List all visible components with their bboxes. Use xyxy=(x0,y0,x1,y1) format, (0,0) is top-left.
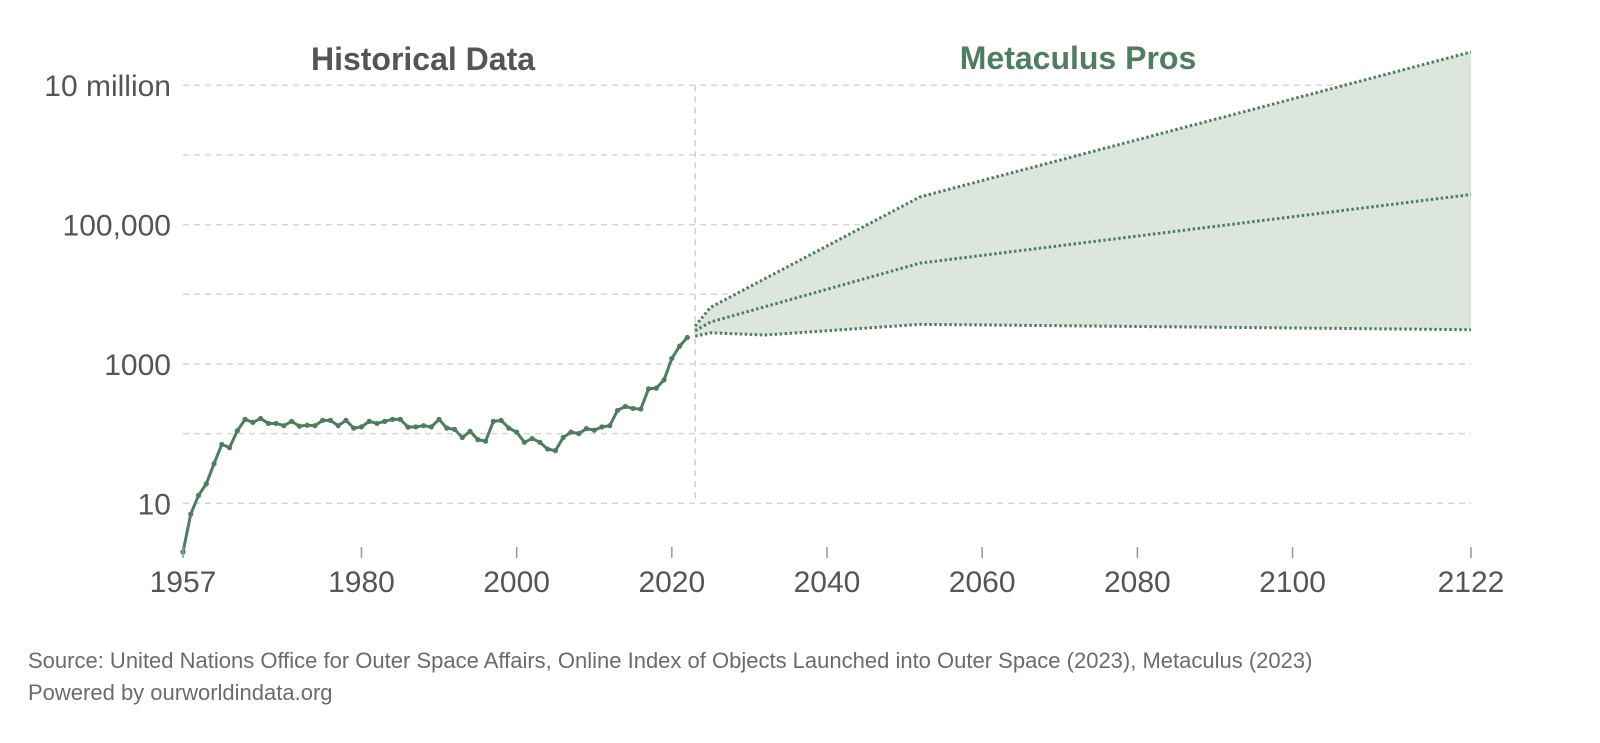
historical-point xyxy=(358,424,365,430)
historical-point xyxy=(638,406,644,412)
x-tick-label: 2122 xyxy=(1438,566,1505,599)
historical-point xyxy=(219,441,225,448)
historical-point xyxy=(483,438,489,444)
x-tick-label: 2000 xyxy=(483,566,550,599)
historical-point xyxy=(257,415,264,422)
historical-point xyxy=(529,435,535,442)
historical-point xyxy=(281,423,287,429)
historical-point xyxy=(583,426,590,432)
historical-point xyxy=(327,417,334,423)
historical-point xyxy=(382,418,388,424)
x-tick-label: 2020 xyxy=(638,566,705,599)
y-tick-label: 1000 xyxy=(104,349,171,382)
historical-point xyxy=(630,405,636,412)
historical-point xyxy=(661,377,667,383)
y-tick-label: 10 xyxy=(138,488,171,521)
historical-point xyxy=(498,417,504,423)
historical-point xyxy=(195,492,202,498)
historical-point xyxy=(265,420,271,427)
historical-point xyxy=(444,425,450,431)
forecast-upper-line xyxy=(693,50,1472,327)
forecast-median-line xyxy=(694,193,1472,333)
historical-point xyxy=(335,423,341,429)
historical-point xyxy=(653,385,659,391)
historical-point xyxy=(366,418,372,424)
y-tick-label: 100,000 xyxy=(63,210,171,243)
historical-point xyxy=(273,420,279,427)
x-tick-label: 2100 xyxy=(1259,566,1326,599)
historical-point xyxy=(576,431,582,437)
historical-point xyxy=(560,434,566,441)
historical-point xyxy=(397,416,403,423)
x-tick-label: 2080 xyxy=(1104,566,1171,599)
historical-point xyxy=(506,425,512,431)
historical-point xyxy=(405,424,411,430)
x-tick-label: 1980 xyxy=(328,566,395,599)
historical-point xyxy=(420,423,427,429)
historical-line xyxy=(181,336,689,553)
historical-point xyxy=(669,355,675,362)
forecast-band xyxy=(695,52,1471,337)
historical-point xyxy=(607,423,613,429)
historical-point xyxy=(459,434,465,441)
chart-svg: 10 1000 100,000 10 million 1957 1980 2000 2020 2… xyxy=(44,40,1504,599)
historical-point xyxy=(234,428,240,434)
historical-point xyxy=(614,407,621,414)
x-tick-label: 2060 xyxy=(949,566,1016,599)
historical-point xyxy=(622,403,628,410)
historical-point xyxy=(521,439,527,445)
historical-point xyxy=(490,418,496,424)
historical-point xyxy=(188,511,194,517)
historical-point xyxy=(304,422,310,428)
metaculus-pros-title: Metaculus Pros xyxy=(960,40,1197,76)
historical-point xyxy=(428,424,434,430)
historical-point xyxy=(312,423,318,429)
historical-point xyxy=(226,445,233,451)
source-note: Source: United Nations Office for Outer … xyxy=(28,648,1313,673)
historical-point xyxy=(552,448,559,454)
axis-ticks: 10 1000 100,000 10 million 1957 1980 2000 2020 2… xyxy=(44,70,1504,599)
historical-point xyxy=(242,416,248,423)
historical-point xyxy=(320,417,326,423)
powered-by[interactable]: Powered by ourworldindata.org xyxy=(28,680,333,705)
historical-point xyxy=(645,386,652,392)
historical-point xyxy=(514,429,520,435)
y-tick-label: 10 million xyxy=(44,70,171,103)
historical-data-title: Historical Data xyxy=(311,41,535,77)
historical-point xyxy=(591,427,597,433)
x-tick-label: 1957 xyxy=(150,566,217,599)
historical-point xyxy=(545,446,551,452)
historical-point xyxy=(351,425,357,431)
forecast-lower-line xyxy=(694,322,1472,338)
forecast-band-area xyxy=(695,52,1471,337)
historical-point xyxy=(203,481,209,487)
historical-point xyxy=(436,416,442,423)
historical-point xyxy=(676,343,683,349)
historical-point xyxy=(289,418,295,424)
historical-point xyxy=(343,417,349,423)
historical-point xyxy=(211,461,217,467)
historical-point xyxy=(250,419,256,425)
historical-point xyxy=(389,416,396,423)
historical-point xyxy=(451,426,458,432)
historical-point xyxy=(684,334,690,341)
series-lines xyxy=(180,50,1472,555)
historical-point xyxy=(467,428,473,434)
historical-point xyxy=(475,437,481,443)
historical-point xyxy=(599,424,605,430)
historical-point xyxy=(374,420,380,427)
historical-point xyxy=(568,429,574,435)
historical-point xyxy=(537,439,543,445)
x-tick-label: 2040 xyxy=(794,566,861,599)
historical-point xyxy=(296,423,302,429)
historical-point xyxy=(413,424,419,430)
